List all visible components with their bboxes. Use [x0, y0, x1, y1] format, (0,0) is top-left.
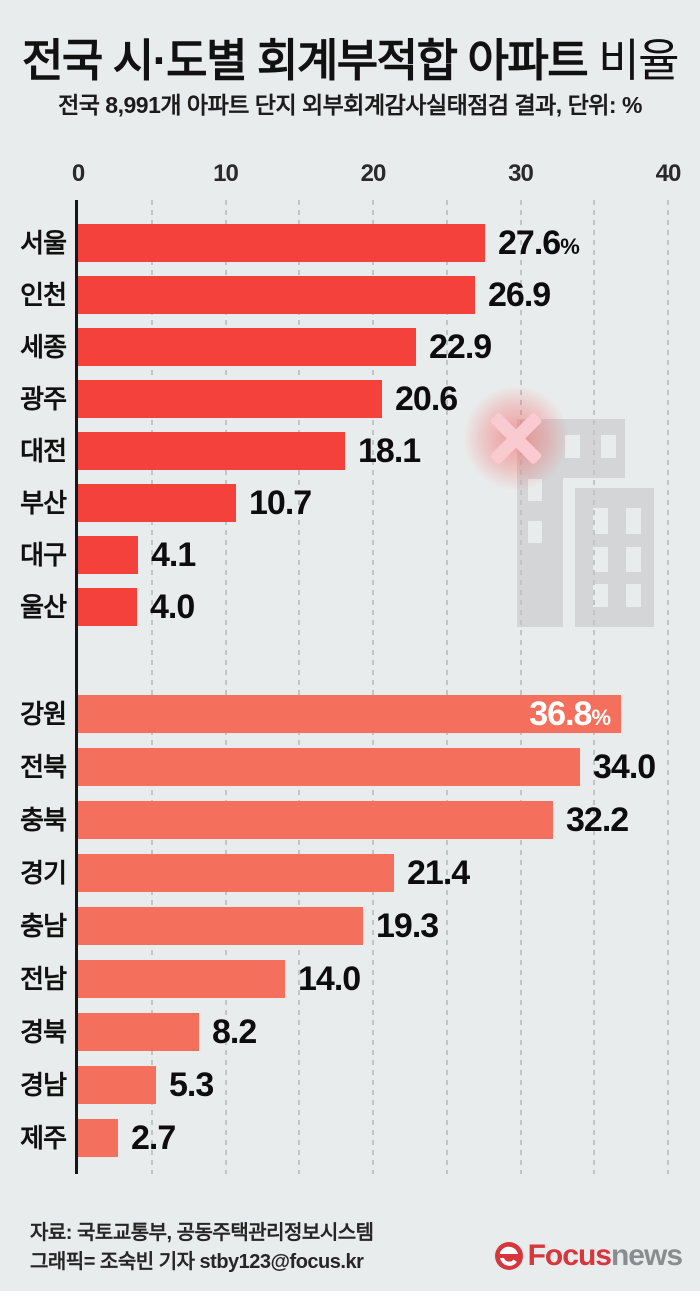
- bar-제주: [78, 1119, 118, 1157]
- bar-광주: [78, 380, 382, 418]
- x-axis-tick-40: 40: [655, 160, 682, 187]
- building-window: [593, 584, 608, 607]
- building-window: [528, 521, 542, 543]
- gridline-5: [150, 200, 153, 1174]
- bar-경북: [78, 1013, 199, 1051]
- region-label-세종: 세종: [20, 332, 67, 362]
- value-label-서울: 27.6%: [498, 224, 580, 262]
- region-label-광주: 광주: [20, 384, 67, 414]
- region-label-충남: 충남: [20, 911, 67, 941]
- region-label-울산: 울산: [20, 592, 67, 622]
- value-label-대구: 4.1: [151, 536, 196, 574]
- region-label-제주: 제주: [20, 1123, 67, 1153]
- bar-경기: [78, 854, 394, 892]
- building-window: [626, 547, 641, 572]
- value-label-인천: 26.9: [488, 276, 551, 314]
- region-label-충북: 충북: [20, 805, 67, 835]
- page-title: 전국 시·도별 회계부적합 아파트 비율: [0, 24, 700, 89]
- bar-충북: [78, 801, 553, 839]
- x-axis-tick-10: 10: [213, 160, 239, 187]
- bar-대구: [78, 536, 138, 574]
- footer-credit-text: 그래픽= 조숙빈 기자 stby123@focus.kr: [30, 1251, 364, 1273]
- value-label-세종: 22.9: [429, 328, 492, 366]
- value-label-경기: 21.4: [407, 854, 470, 892]
- bar-부산: [78, 484, 236, 522]
- region-label-강원: 강원: [20, 699, 67, 729]
- gridline-35: [593, 200, 596, 1174]
- gridline-10: [224, 200, 227, 1174]
- value-label-강원: 36.8%: [529, 695, 611, 733]
- value-label-전북: 34.0: [593, 748, 656, 786]
- value-label-경남: 5.3: [169, 1066, 214, 1104]
- building-window: [626, 508, 641, 534]
- building-window: [593, 547, 608, 572]
- bar-전남: [78, 960, 285, 998]
- x-axis-tick-30: 30: [508, 160, 534, 187]
- building-window: [601, 435, 616, 458]
- footer-source-text: 자료: 국토교통부, 공동주택관리정보시스템: [30, 1222, 374, 1244]
- gridline-40: [667, 200, 669, 1174]
- focus-news-logo: Focus news: [494, 1239, 683, 1272]
- region-label-경남: 경남: [20, 1070, 67, 1100]
- bar-울산: [78, 588, 137, 626]
- region-label-서울: 서울: [20, 228, 67, 258]
- value-label-경북: 8.2: [212, 1013, 257, 1051]
- building-window: [626, 584, 641, 607]
- region-label-경기: 경기: [20, 858, 67, 888]
- title-part-emphasis: 회계부적합 아파트: [256, 35, 589, 86]
- chart-subtitle: 전국 8,991개 아파트 단지 외부회계감사실태점검 결과, 단위: %: [58, 92, 642, 118]
- y-axis-line: [75, 200, 78, 1174]
- bar-경남: [78, 1066, 156, 1104]
- focus-news-e-icon: [494, 1242, 523, 1270]
- title-part-region: 전국 시·도별: [21, 35, 248, 86]
- gridline-20: [372, 200, 374, 1174]
- bar-대전: [78, 432, 345, 470]
- logo-focus-text: Focus: [527, 1239, 612, 1272]
- building-window: [593, 508, 608, 534]
- bar-서울: [78, 224, 485, 262]
- x-axis-tick-20: 20: [360, 160, 387, 187]
- x-axis-tick-0: 0: [71, 160, 85, 187]
- value-label-광주: 20.6: [395, 380, 458, 418]
- region-label-전북: 전북: [20, 752, 67, 782]
- region-label-대전: 대전: [20, 436, 67, 466]
- bar-세종: [78, 328, 416, 366]
- region-label-대구: 대구: [20, 540, 67, 570]
- logo-news-text: news: [610, 1239, 683, 1272]
- gridline-30: [519, 200, 522, 1174]
- value-label-전남: 14.0: [298, 960, 361, 998]
- region-label-인천: 인천: [20, 280, 67, 310]
- x-mark-badge-icon: [461, 383, 571, 493]
- region-label-부산: 부산: [20, 488, 67, 518]
- title-part-ratio: 비율: [598, 35, 679, 86]
- bar-강원: [78, 695, 621, 733]
- value-label-제주: 2.7: [131, 1119, 176, 1157]
- gridline-25: [445, 200, 448, 1174]
- bar-전북: [78, 748, 580, 786]
- bar-인천: [78, 276, 475, 314]
- building-right-block: [575, 488, 654, 627]
- value-label-충북: 32.2: [566, 801, 629, 839]
- value-label-부산: 10.7: [249, 484, 312, 522]
- value-label-충남: 19.3: [376, 907, 439, 945]
- region-label-전남: 전남: [20, 964, 67, 994]
- value-label-대전: 18.1: [358, 432, 421, 470]
- gridline-15: [298, 200, 301, 1174]
- bar-충남: [78, 907, 363, 945]
- region-label-경북: 경북: [20, 1017, 67, 1047]
- value-label-울산: 4.0: [150, 588, 195, 626]
